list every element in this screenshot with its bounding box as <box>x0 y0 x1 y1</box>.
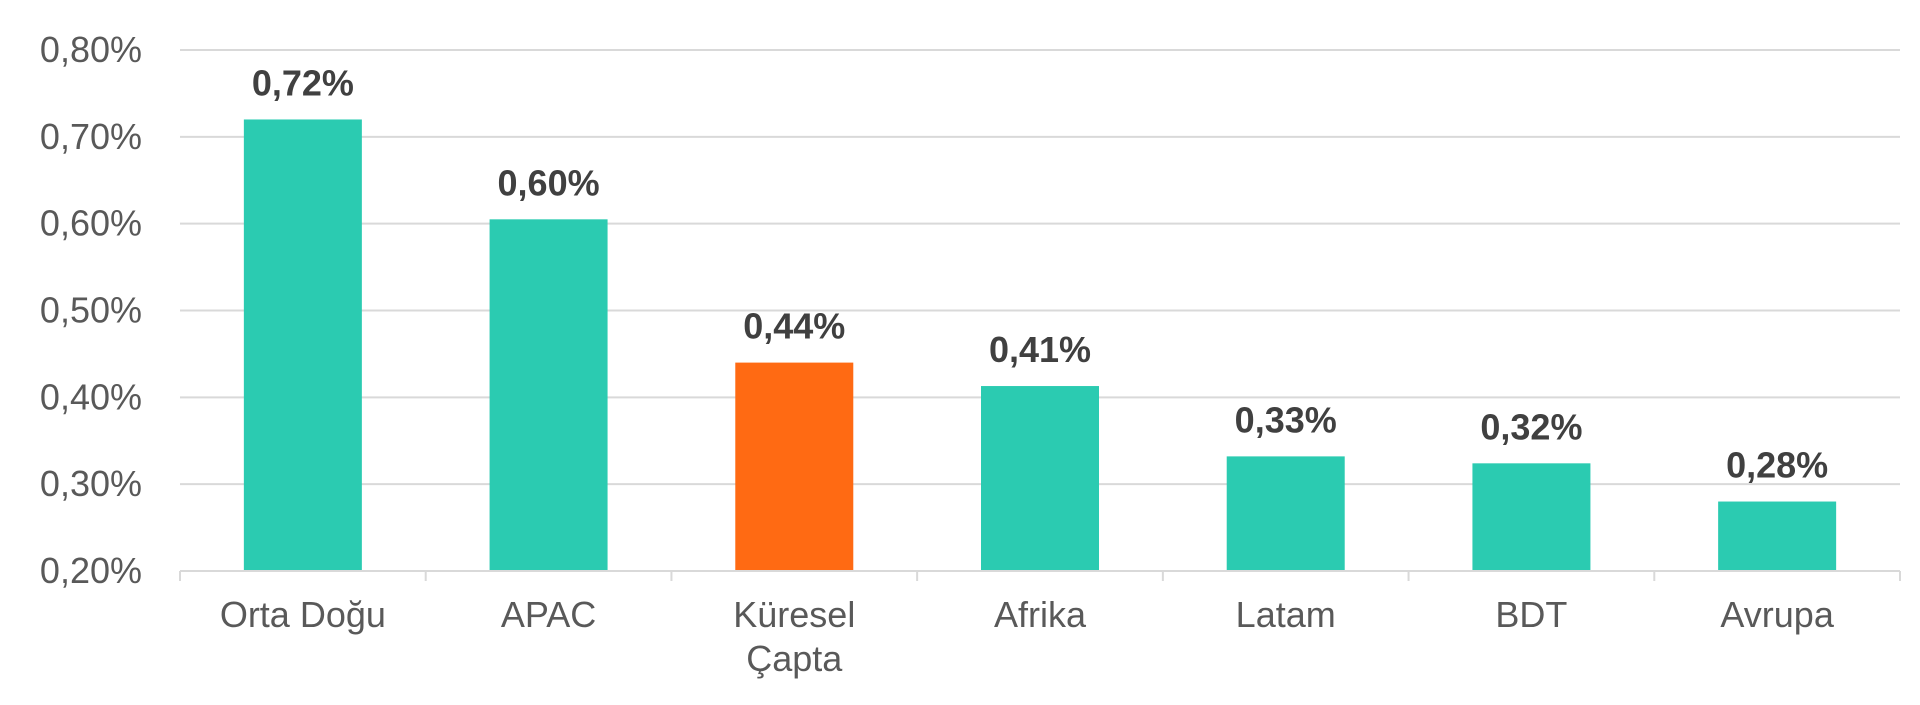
category-label: Orta Doğu <box>220 594 386 635</box>
data-label: 0,44% <box>743 306 845 347</box>
x-axis-category-labels: Orta Doğu APAC Küresel Çapta Afrika Latam BDT A… <box>220 594 1835 679</box>
bar <box>489 219 608 571</box>
y-tick-label: 0,50% <box>40 290 142 331</box>
data-labels: 0,72% 0,60% 0,44% 0,41% 0,33% 0,32% 0,28% <box>252 62 1828 485</box>
category-label: Afrika <box>994 594 1087 635</box>
y-tick-label: 0,60% <box>40 203 142 244</box>
category-label: Latam <box>1236 594 1336 635</box>
data-label: 0,72% <box>252 62 354 103</box>
bar <box>1226 456 1345 571</box>
category-label: BDT <box>1495 594 1567 635</box>
bar <box>735 362 854 571</box>
bar <box>1718 501 1837 571</box>
bars <box>243 119 1837 571</box>
y-tick-label: 0,20% <box>40 550 142 591</box>
bar <box>243 119 362 571</box>
data-label: 0,41% <box>989 329 1091 370</box>
bar <box>981 386 1099 571</box>
gridlines <box>180 49 1900 486</box>
category-label: Küresel Çapta <box>733 594 855 679</box>
y-tick-label: 0,80% <box>40 29 142 70</box>
category-label: APAC <box>501 594 596 635</box>
data-label: 0,33% <box>1235 399 1337 440</box>
x-axis <box>179 570 1901 581</box>
y-tick-label: 0,40% <box>40 376 142 417</box>
y-tick-label: 0,70% <box>40 116 142 157</box>
y-tick-label: 0,30% <box>40 463 142 504</box>
bar <box>1472 463 1591 571</box>
data-label: 0,32% <box>1480 406 1582 447</box>
data-label: 0,60% <box>498 162 600 203</box>
data-label: 0,28% <box>1726 445 1828 486</box>
category-label: Avrupa <box>1720 594 1834 635</box>
y-axis-tick-labels: 0,20% 0,30% 0,40% 0,50% 0,60% 0,70% 0,80% <box>40 29 142 591</box>
